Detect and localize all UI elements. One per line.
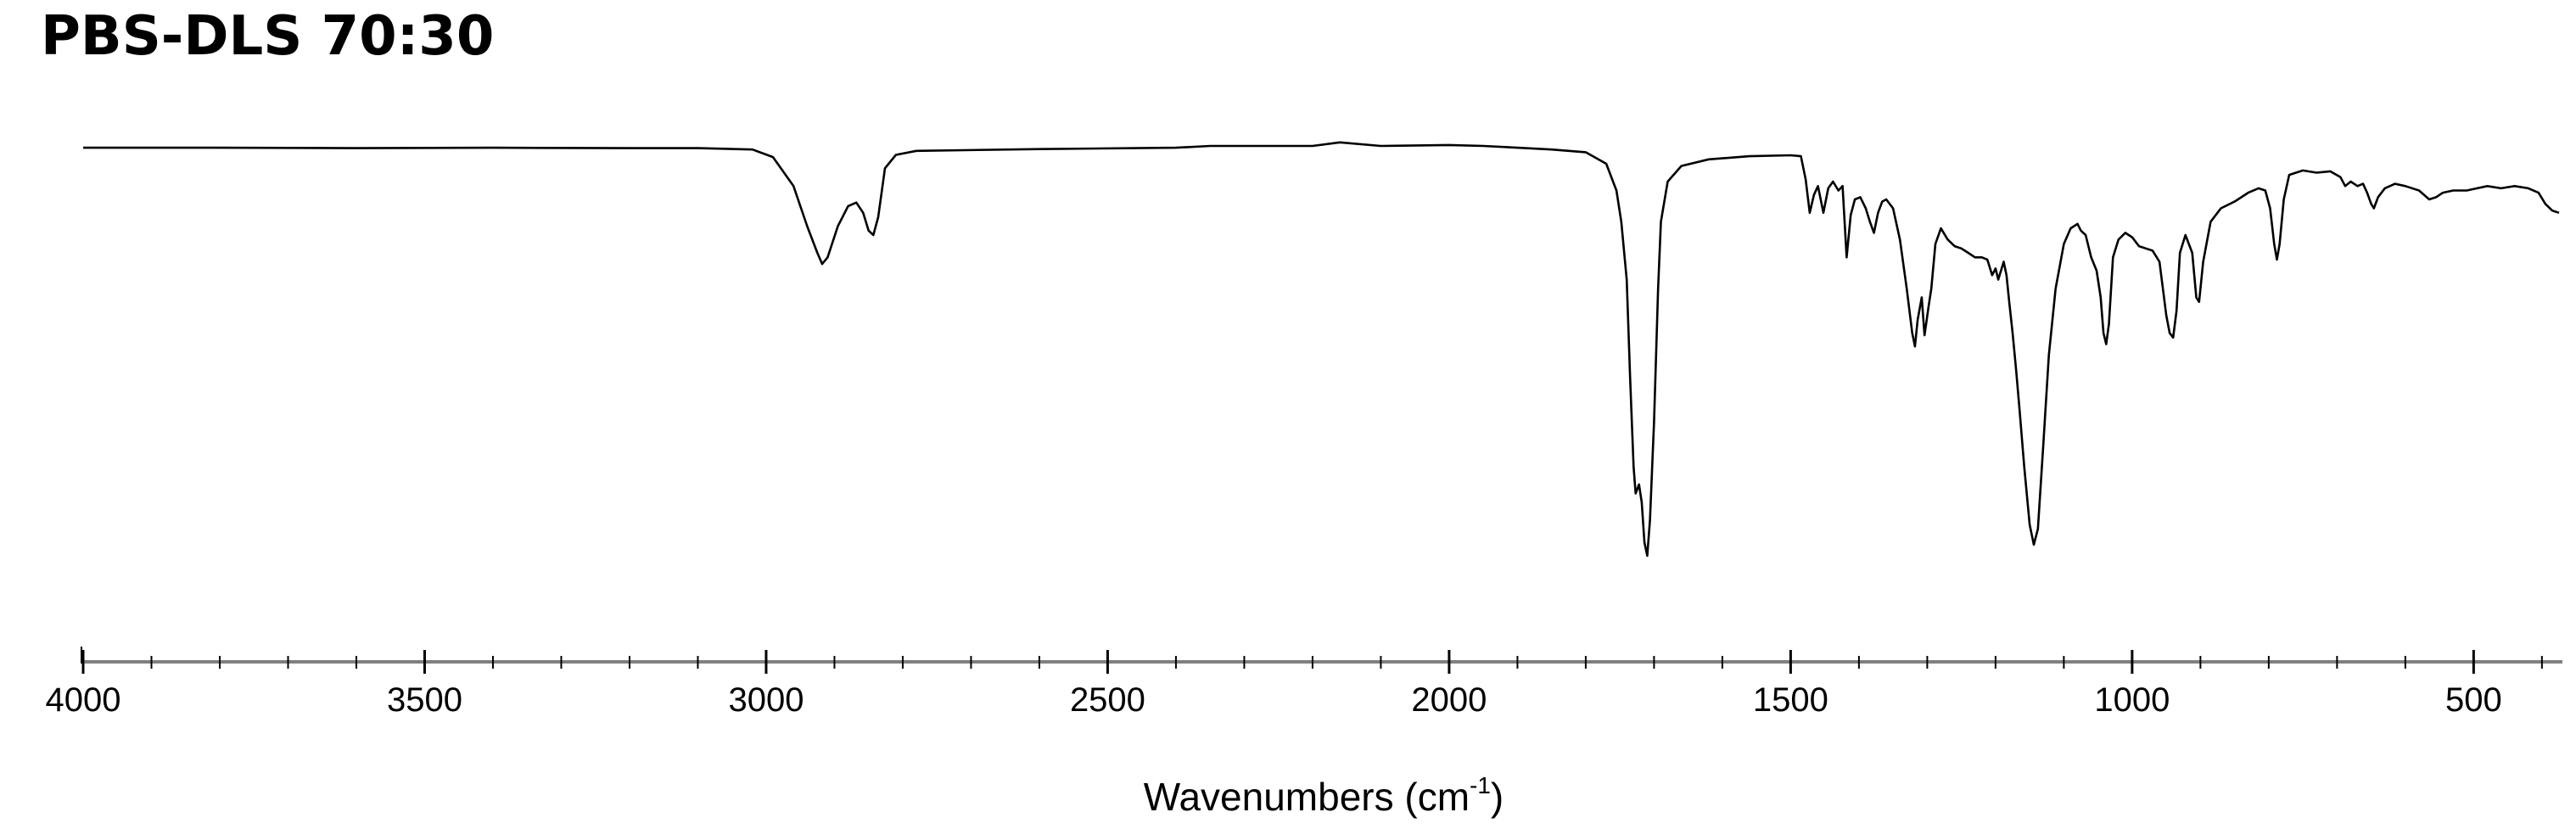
x-tick-label: 500 <box>2445 681 2502 719</box>
x-axis-title: Wavenumbers (cm-1) <box>1144 772 1504 819</box>
x-tick-label: 4000 <box>46 681 121 719</box>
plot-area <box>83 141 2560 557</box>
x-tick-label: 3500 <box>387 681 462 719</box>
chart-title: PBS-DLS 70:30 <box>41 5 495 68</box>
x-axis-ticks <box>81 650 2543 674</box>
x-axis-title-superscript: -1 <box>1470 772 1491 798</box>
x-tick-label: 2000 <box>1411 681 1487 719</box>
x-axis-tick-labels: 4000 3500 3000 2500 2000 1500 1000 500 <box>46 681 2502 719</box>
spectrum-line <box>83 141 2560 557</box>
x-tick-label: 3000 <box>728 681 804 719</box>
x-tick-label: 2500 <box>1070 681 1145 719</box>
x-tick-label: 1500 <box>1753 681 1828 719</box>
x-tick-label: 1000 <box>2094 681 2170 719</box>
